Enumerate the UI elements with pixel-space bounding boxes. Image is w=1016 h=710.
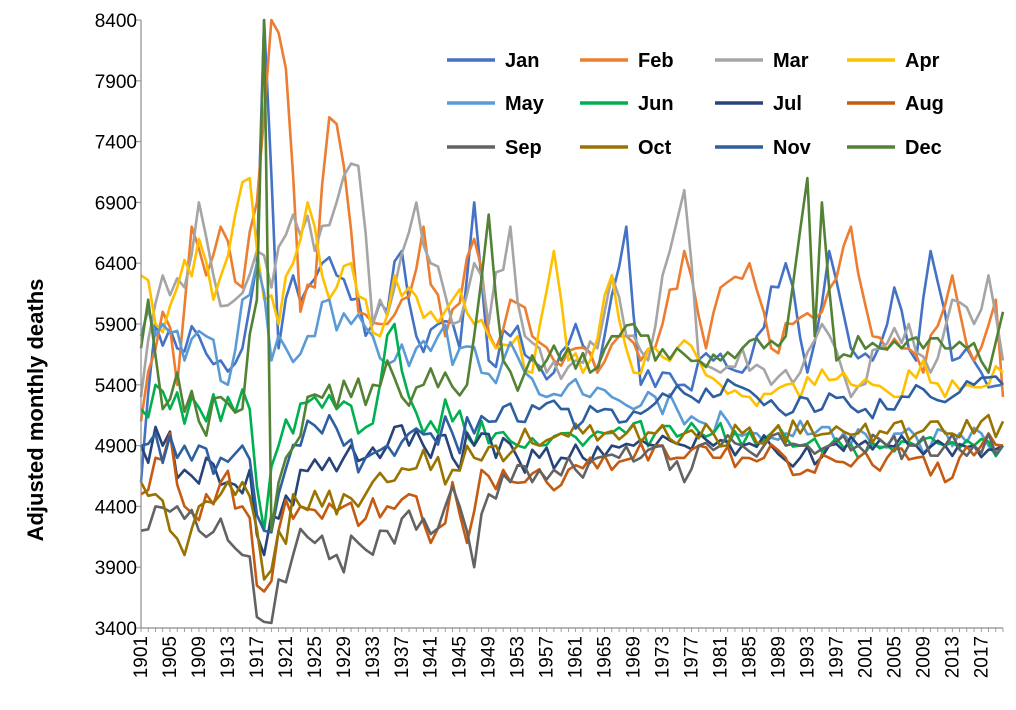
legend-item-mar: Mar <box>715 50 809 72</box>
y-tick-label: 3400 <box>95 619 137 640</box>
x-tick-label: 1917 <box>247 636 268 678</box>
x-tick-label: 1949 <box>479 636 500 678</box>
series-layer <box>139 18 1005 625</box>
x-tick-label: 1985 <box>740 636 761 678</box>
legend-label: Feb <box>638 50 674 72</box>
legend-item-jul: Jul <box>715 93 802 115</box>
x-tick-label: 1921 <box>276 636 297 678</box>
x-tick-label: 1981 <box>711 636 732 678</box>
y-tick-label: 4900 <box>95 437 137 458</box>
x-tick-label: 2009 <box>913 636 934 678</box>
y-tick-label: 7900 <box>95 72 137 93</box>
x-tick-label: 1929 <box>334 636 355 678</box>
x-tick-label: 1913 <box>218 636 239 678</box>
x-tick-label: 1901 <box>131 636 152 678</box>
legend-item-may: May <box>447 93 545 115</box>
legend-item-oct: Oct <box>580 137 672 159</box>
legend: Jan Feb Mar Apr May Jun Jul Aug Sep Oct Nov Dec <box>447 50 944 159</box>
series-line-oct <box>139 413 1005 581</box>
legend-item-dec: Dec <box>847 137 942 159</box>
x-tick-label: 2013 <box>942 636 963 678</box>
legend-item-nov: Nov <box>715 137 812 159</box>
x-ticks: 1901 1905 1909 1913 1917 1921 1925 1929 1933 1937… <box>131 628 1004 678</box>
x-tick-label: 2001 <box>855 636 876 678</box>
x-tick-label: 1905 <box>160 636 181 678</box>
x-tick-label: 1953 <box>508 636 529 678</box>
x-tick-label: 1997 <box>826 636 847 678</box>
series-line-dec <box>139 18 1005 533</box>
legend-label: Oct <box>638 137 672 159</box>
legend-label: Nov <box>773 137 812 159</box>
series-line-aug <box>140 432 1004 593</box>
y-tick-label: 4400 <box>95 497 137 518</box>
series-line-feb <box>139 18 1005 422</box>
x-tick-label: 1965 <box>595 636 616 678</box>
legend-item-jun: Jun <box>580 93 674 115</box>
x-tick-label: 1957 <box>537 636 558 678</box>
y-tick-label: 5400 <box>95 376 137 397</box>
series-line-jan <box>139 18 1004 483</box>
y-ticks: 3400 3900 4400 4900 5400 5900 6400 6900 7400 7900… <box>95 11 141 640</box>
legend-item-sep: Sep <box>447 137 542 159</box>
x-tick-label: 1937 <box>392 636 413 678</box>
x-tick-label: 1993 <box>797 636 818 678</box>
legend-label: Mar <box>773 50 809 72</box>
y-tick-label: 7400 <box>95 133 137 154</box>
x-tick-label: 1969 <box>624 636 645 678</box>
legend-label: Aug <box>905 93 944 115</box>
x-tick-label: 1945 <box>450 636 471 678</box>
x-tick-label: 1933 <box>363 636 384 678</box>
legend-label: Jan <box>505 50 539 72</box>
x-tick-label: 1961 <box>566 636 587 678</box>
series-line-jul <box>139 424 1004 557</box>
legend-label: Dec <box>905 137 942 159</box>
y-tick-label: 8400 <box>95 11 137 32</box>
legend-label: Sep <box>505 137 542 159</box>
legend-label: May <box>505 93 545 115</box>
legend-label: Jun <box>638 93 674 115</box>
x-tick-label: 1977 <box>682 636 703 678</box>
x-tick-label: 1989 <box>768 636 789 678</box>
x-tick-label: 2017 <box>971 636 992 678</box>
x-tick-label: 2005 <box>884 636 905 678</box>
x-tick-label: 1909 <box>189 636 210 678</box>
axes-layer <box>140 20 1003 629</box>
y-tick-label: 6400 <box>95 254 137 275</box>
y-tick-label: 5900 <box>95 315 137 336</box>
legend-label: Apr <box>905 50 940 72</box>
y-tick-label: 3900 <box>95 558 137 579</box>
legend-item-jan: Jan <box>447 50 539 72</box>
y-axis-label: Adjusted monthly deaths <box>23 279 48 542</box>
x-tick-label: 1925 <box>305 636 326 678</box>
legend-item-aug: Aug <box>847 93 944 115</box>
legend-label: Jul <box>773 93 802 115</box>
series-line-sep <box>140 431 1004 625</box>
legend-item-feb: Feb <box>580 50 674 72</box>
x-tick-label: 1941 <box>421 636 442 678</box>
legend-item-apr: Apr <box>847 50 940 72</box>
y-tick-label: 6900 <box>95 193 137 214</box>
x-tick-label: 1973 <box>653 636 674 678</box>
series-line-nov <box>140 375 1004 534</box>
